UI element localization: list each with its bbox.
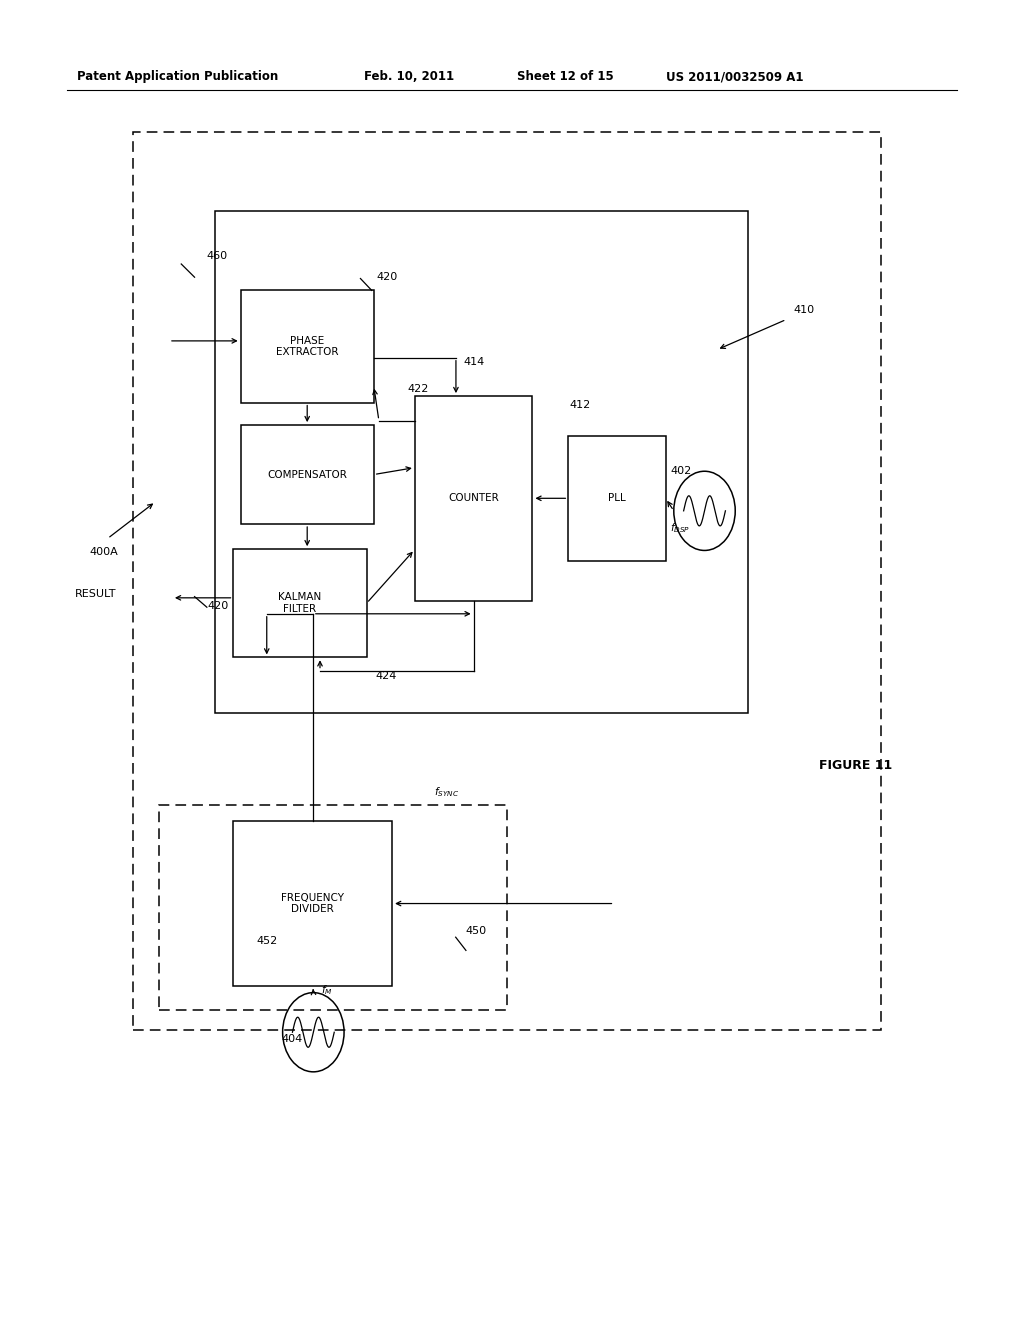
Text: 420: 420 bbox=[208, 601, 229, 611]
Text: 422: 422 bbox=[408, 384, 429, 395]
Text: PLL: PLL bbox=[608, 494, 626, 503]
Bar bbox=[241, 290, 374, 403]
Bar bbox=[568, 436, 666, 561]
Text: KALMAN
FILTER: KALMAN FILTER bbox=[279, 593, 322, 614]
Text: $f_{SYNC}$: $f_{SYNC}$ bbox=[434, 785, 460, 799]
Text: Feb. 10, 2011: Feb. 10, 2011 bbox=[364, 70, 454, 83]
Bar bbox=[415, 396, 532, 601]
Text: FREQUENCY
DIVIDER: FREQUENCY DIVIDER bbox=[282, 892, 344, 915]
Text: 420: 420 bbox=[377, 272, 398, 282]
Text: 410: 410 bbox=[794, 305, 815, 315]
Text: COUNTER: COUNTER bbox=[449, 494, 499, 503]
Bar bbox=[159, 805, 507, 1010]
Bar bbox=[215, 211, 748, 713]
Text: 460: 460 bbox=[207, 251, 228, 261]
Text: 412: 412 bbox=[569, 400, 591, 411]
Text: 424: 424 bbox=[376, 671, 397, 681]
Bar bbox=[241, 425, 374, 524]
Text: $f_M$: $f_M$ bbox=[321, 983, 332, 997]
Text: PHASE
EXTRACTOR: PHASE EXTRACTOR bbox=[275, 335, 339, 358]
Text: COMPENSATOR: COMPENSATOR bbox=[267, 470, 347, 479]
Text: RESULT: RESULT bbox=[75, 589, 117, 599]
Text: US 2011/0032509 A1: US 2011/0032509 A1 bbox=[666, 70, 803, 83]
Text: 402: 402 bbox=[671, 466, 692, 477]
Text: 452: 452 bbox=[256, 936, 278, 946]
Text: 404: 404 bbox=[282, 1034, 303, 1044]
Bar bbox=[233, 821, 392, 986]
Text: FIGURE 11: FIGURE 11 bbox=[819, 759, 893, 772]
Text: 400A: 400A bbox=[89, 546, 118, 557]
Text: Patent Application Publication: Patent Application Publication bbox=[77, 70, 279, 83]
Bar bbox=[233, 549, 367, 657]
Text: 450: 450 bbox=[466, 925, 487, 936]
Text: Sheet 12 of 15: Sheet 12 of 15 bbox=[517, 70, 613, 83]
Text: 414: 414 bbox=[464, 356, 485, 367]
Text: $f_{DSP}$: $f_{DSP}$ bbox=[670, 521, 690, 535]
Bar bbox=[133, 132, 881, 1030]
